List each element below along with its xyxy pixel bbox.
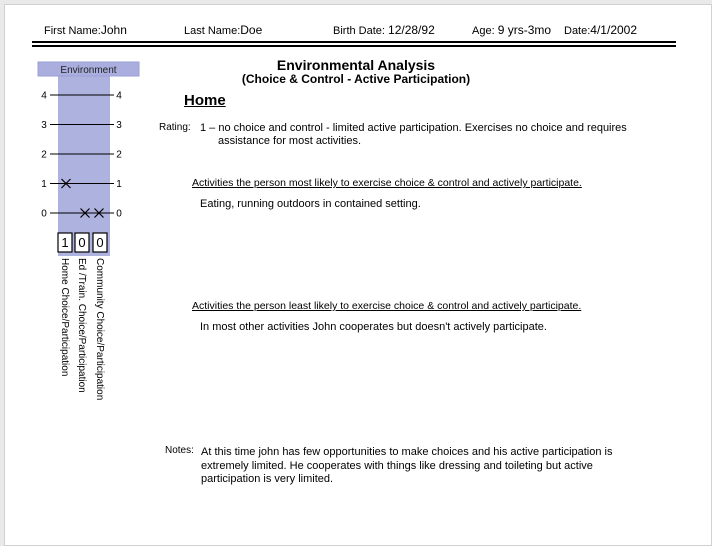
category-label: Home Choice/Participation <box>59 258 70 376</box>
y-tick-label-right: 0 <box>116 209 122 220</box>
first-name-value: John <box>100 23 127 37</box>
age-field: Age: 9 yrs-3mo <box>472 23 551 37</box>
x-marker <box>94 208 104 218</box>
notes-label: Notes: <box>165 445 194 456</box>
y-tick-label-left: 0 <box>41 209 47 220</box>
last-name-value: Doe <box>240 23 263 37</box>
section-heading: Home <box>184 92 226 109</box>
y-tick-label-left: 3 <box>41 120 47 131</box>
page-subtitle: (Choice & Control - Active Participation… <box>241 72 471 86</box>
date-label: Date: <box>564 25 591 37</box>
last-name-field: Last Name:Doe <box>184 23 262 37</box>
value-label: 0 <box>96 235 103 250</box>
x-marker <box>61 178 71 189</box>
least-likely-text: In most other activities John cooperates… <box>200 321 547 333</box>
notes-line: extremely limited. He cooperates with th… <box>201 460 593 472</box>
least-likely-heading: Activities the person least likely to ex… <box>192 300 582 312</box>
rating-text-line2: assistance for most activities. <box>218 135 362 147</box>
birth-date-value: 12/28/92 <box>388 23 435 37</box>
x-marker <box>80 208 90 218</box>
value-label: 1 <box>61 235 68 250</box>
date-value: 4/1/2002 <box>590 23 638 37</box>
most-likely-heading: Activities the person most likely to exe… <box>192 177 582 189</box>
value-box <box>74 232 90 253</box>
y-tick-label-right: 1 <box>116 179 122 190</box>
category-label: Ed /Train. Choice/Participation <box>76 258 87 393</box>
y-tick-label-right: 4 <box>116 91 122 102</box>
rating-label: Rating: <box>159 122 191 133</box>
value-box <box>92 232 108 253</box>
most-likely-text: Eating, running outdoors in contained se… <box>200 198 421 210</box>
header-divider <box>32 41 676 47</box>
age-label: Age: <box>472 25 495 37</box>
last-name-label: Last Name: <box>184 25 241 37</box>
birth-date-label: Birth Date: <box>333 25 385 37</box>
notes-line: At this time john has few opportunities … <box>201 446 613 458</box>
y-tick-label-left: 4 <box>41 91 47 102</box>
value-label: 0 <box>78 235 85 250</box>
first-name-field: First Name:John <box>44 23 127 37</box>
chart-header <box>37 61 140 77</box>
y-tick-label-right: 2 <box>116 150 122 161</box>
first-name-label: First Name: <box>44 25 101 37</box>
notes-line: participation is very limited. <box>201 473 334 485</box>
age-value: 9 yrs-3mo <box>497 23 552 37</box>
value-box <box>57 232 73 253</box>
y-tick-label-left: 2 <box>41 150 47 161</box>
date-field: Date:4/1/2002 <box>564 23 637 37</box>
chart-column-fill <box>58 76 110 256</box>
y-tick-label-left: 1 <box>41 179 47 190</box>
category-label: Community Choice/Participation <box>94 258 105 400</box>
rating-text-line1: 1 – no choice and control - limited acti… <box>200 122 627 134</box>
y-tick-label-right: 3 <box>116 120 122 131</box>
birth-date-field: Birth Date: 12/28/92 <box>333 23 435 37</box>
page-title: Environmental Analysis <box>276 57 436 73</box>
chart-title: Environment <box>60 65 116 76</box>
page <box>4 4 712 546</box>
